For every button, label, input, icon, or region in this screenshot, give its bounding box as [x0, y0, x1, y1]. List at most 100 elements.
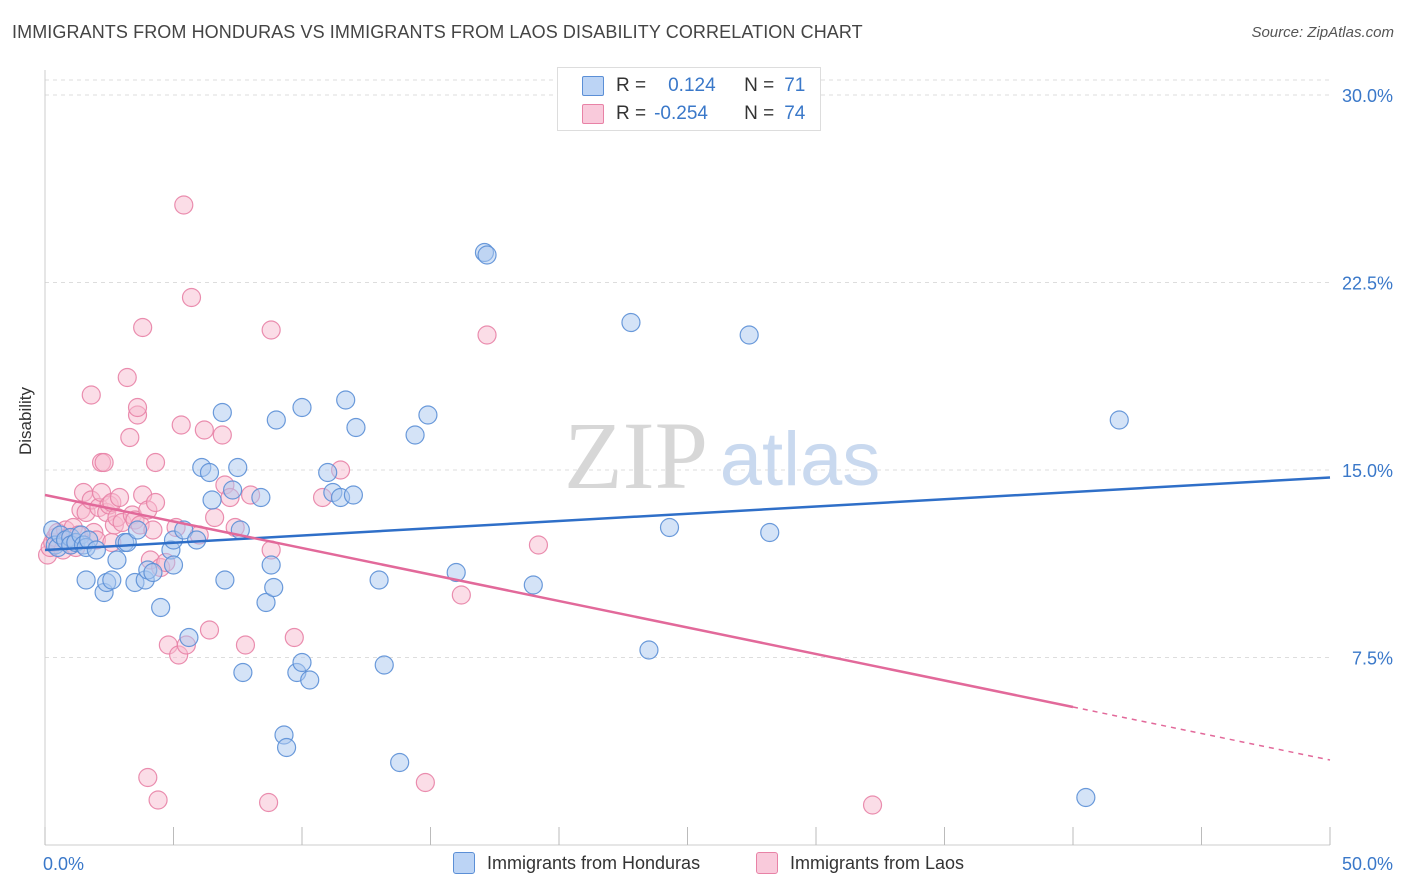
laos-point: [205, 507, 225, 528]
laos-point: [451, 585, 471, 605]
axes: [44, 70, 1331, 846]
honduras-point: [369, 570, 389, 590]
laos-point: [284, 627, 304, 648]
legend-row-laos: R = -0.254 N = 74: [582, 101, 805, 127]
honduras-point: [639, 640, 659, 660]
laos-trend-line: [44, 493, 1074, 709]
laos-point: [145, 492, 166, 513]
r-label: R =: [616, 75, 647, 96]
honduras-point: [143, 562, 163, 583]
honduras-point: [300, 670, 320, 690]
honduras-point: [292, 652, 312, 673]
laos-point: [181, 287, 202, 308]
honduras-point: [266, 410, 286, 430]
honduras-point: [1076, 787, 1096, 808]
y-tick-label: 7.5%: [1352, 649, 1393, 669]
laos-point: [194, 420, 214, 440]
laos-point: [415, 772, 435, 793]
laos-point: [862, 795, 883, 815]
laos-point: [199, 620, 220, 640]
laos-point: [133, 317, 153, 338]
series-honduras-points: [43, 242, 1129, 808]
honduras-point: [659, 517, 680, 538]
r-value: 0.124: [668, 75, 716, 96]
honduras-point: [264, 577, 284, 598]
tick-labels: 7.5% 15.0% 22.5% 30.0% 0.0% 50.0%: [43, 86, 1393, 874]
correlation-legend: R = 0.124 N = 71 R = -0.254 N = 74: [557, 67, 821, 131]
laos-swatch: [582, 104, 604, 124]
grid-lines: [45, 79, 1330, 658]
honduras-point: [318, 462, 338, 483]
laos-point: [212, 425, 232, 445]
r-value: -0.254: [654, 103, 708, 124]
honduras-point: [117, 532, 137, 553]
honduras-point: [405, 425, 425, 445]
laos-point: [174, 195, 194, 215]
laos-point: [148, 790, 168, 810]
honduras-point: [199, 462, 220, 483]
laos-point: [477, 325, 497, 345]
laos-point: [258, 792, 279, 813]
series-legend: Immigrants from Honduras Immigrants from…: [0, 852, 1406, 878]
honduras-point: [374, 655, 394, 675]
honduras-point: [336, 390, 356, 410]
honduras-point: [107, 550, 127, 570]
y-tick-label: 15.0%: [1342, 461, 1393, 481]
n-value: 71: [784, 75, 806, 96]
source-label: Source: ZipAtlas.com: [1251, 24, 1394, 41]
laos-point: [138, 767, 158, 788]
honduras-point: [163, 555, 184, 575]
honduras-point: [223, 480, 243, 500]
x-tick-label: 50.0%: [1342, 854, 1393, 874]
y-tick-label: 30.0%: [1342, 86, 1393, 106]
honduras-legend-swatch: [453, 852, 475, 874]
honduras-point: [151, 597, 171, 618]
laos-point: [171, 415, 191, 435]
honduras-point: [292, 397, 312, 418]
y-tick-label: 22.5%: [1342, 274, 1393, 294]
watermark-zip: ZIP: [564, 402, 708, 509]
honduras-point: [739, 325, 759, 345]
legend-item-honduras: Immigrants from Honduras: [453, 852, 700, 874]
honduras-point: [179, 627, 199, 648]
laos-point: [235, 635, 256, 655]
laos-point: [145, 452, 166, 473]
honduras-point: [346, 417, 366, 438]
honduras-point: [256, 592, 276, 613]
honduras-point: [621, 312, 641, 333]
honduras-point: [202, 490, 222, 510]
laos-point: [528, 535, 549, 555]
n-label: N =: [744, 75, 775, 96]
laos-legend-swatch: [756, 852, 778, 874]
honduras-point: [418, 405, 438, 425]
laos-point: [94, 452, 114, 473]
legend-row-honduras: R = 0.124 N = 71: [582, 73, 805, 99]
n-label: N =: [744, 103, 775, 124]
legend-label-laos: Immigrants from Laos: [790, 852, 965, 873]
r-label: R =: [616, 103, 647, 124]
laos-point: [117, 367, 137, 388]
honduras-point: [390, 752, 410, 773]
honduras-point: [276, 737, 297, 758]
honduras-swatch: [582, 76, 604, 96]
laos-point: [81, 385, 101, 405]
honduras-point: [102, 570, 122, 590]
chart-title: IMMIGRANTS FROM HONDURAS VS IMMIGRANTS F…: [12, 22, 863, 42]
laos-point: [109, 487, 130, 508]
honduras-point: [127, 520, 148, 540]
honduras-point: [233, 662, 253, 683]
laos-point: [120, 427, 140, 448]
watermark: ZIP atlas: [564, 402, 880, 509]
honduras-point: [446, 562, 466, 583]
honduras-point: [215, 570, 235, 590]
honduras-point: [251, 487, 271, 508]
series-laos-points: [37, 195, 883, 815]
n-value: 74: [784, 103, 806, 124]
honduras-point: [212, 402, 232, 423]
honduras-point: [261, 555, 281, 575]
honduras-point: [477, 245, 497, 265]
legend-item-laos: Immigrants from Laos: [756, 852, 964, 874]
honduras-point: [228, 457, 248, 478]
honduras-point: [760, 522, 780, 543]
